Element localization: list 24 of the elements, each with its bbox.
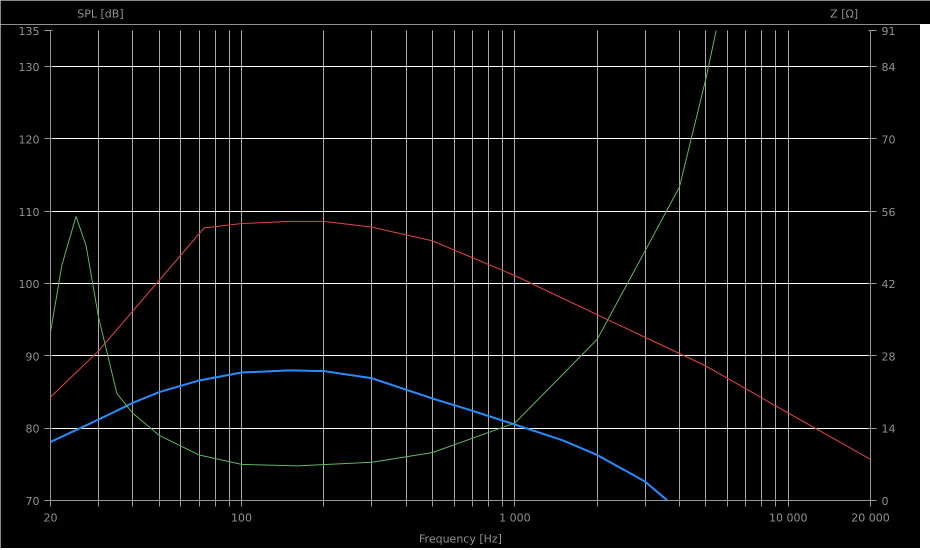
y-tick-label: 100 [18, 278, 40, 292]
y2-tick-label: 70 [882, 133, 896, 146]
x-tick-label: 10 000 [768, 512, 808, 524]
y2-tick-label: 0 [882, 495, 888, 508]
y-tick-label: 135 [18, 25, 40, 38]
y-tick-label: 110 [18, 206, 40, 219]
y-tick-label: 90 [26, 350, 40, 364]
y-tick-label: 120 [18, 133, 40, 146]
x-tick-label: 20 000 [851, 512, 890, 524]
y-tick-label: 130 [18, 61, 40, 74]
y2-tick-label: 42 [882, 278, 896, 292]
x-axis-title: Frequency [Hz] [419, 532, 502, 546]
y2-tick-label: 28 [882, 350, 896, 364]
y2-tick-label: 14 [882, 422, 896, 436]
x-tick-label: 100 [231, 512, 252, 524]
x-tick-label: 1 000 [499, 512, 531, 524]
y2-tick-label: 56 [882, 206, 896, 219]
y-tick-label: 80 [26, 422, 40, 436]
y2-tick-label: 84 [882, 61, 896, 74]
y2-tick-label: 91 [882, 25, 896, 38]
x-tick-label: 20 [44, 512, 58, 524]
y-axis-title: SPL [dB] [77, 8, 124, 20]
y-tick-label: 70 [26, 495, 40, 508]
y2-axis-title: Z [Ω] [830, 8, 858, 20]
